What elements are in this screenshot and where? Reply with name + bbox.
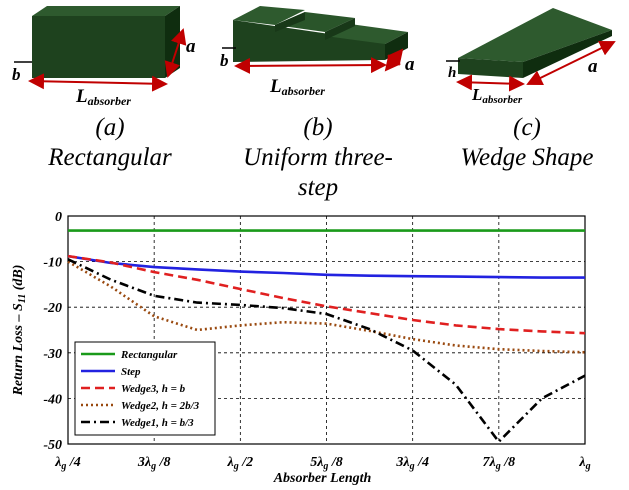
- block-front-face: [233, 20, 385, 62]
- series-line-wedge2-h-2b-3: [67, 260, 586, 354]
- height-label: b: [220, 51, 229, 70]
- caption-a-letter: (a): [95, 114, 125, 141]
- x-tick-label: λg /4: [54, 455, 81, 472]
- y-tick-label: -30: [43, 347, 62, 362]
- plot-area: [67, 215, 586, 445]
- caption-b: (b) Uniform three- step: [218, 113, 418, 203]
- length-symbol: L: [269, 76, 282, 97]
- caption-a-name: Rectangular: [48, 144, 172, 171]
- length-arrow: [234, 57, 387, 74]
- wedge-absorber-illustration: h a Labsorber: [446, 8, 616, 106]
- width-label: a: [588, 56, 598, 77]
- series-line-wedge1-h-b-3: [67, 258, 586, 444]
- width-arrow: [384, 48, 404, 72]
- y-tick-label: -50: [43, 438, 62, 453]
- legend-label: Rectangular: [120, 349, 178, 361]
- x-tick-label: 5λg /8: [310, 455, 343, 472]
- caption-b-name: Uniform three-: [243, 144, 393, 171]
- step-1-top: [233, 6, 305, 25]
- caption-a: (a) Rectangular: [15, 113, 205, 173]
- x-axis-label: Absorber Length: [273, 471, 372, 486]
- block-side-face: [165, 6, 180, 78]
- x-tick-label: 3λg /8: [137, 455, 171, 472]
- absorber-illustrations: b a Labsorber b a Labsorber: [12, 6, 616, 108]
- wedge-top-face: [458, 8, 612, 62]
- length-subscript: absorber: [482, 94, 522, 106]
- x-tick-label: λg: [578, 455, 590, 472]
- legend-label: Wedge3, h = b: [121, 383, 186, 395]
- series-line-wedge3-h-b: [67, 254, 586, 335]
- width-label: a: [405, 54, 415, 75]
- width-label: a: [186, 36, 196, 57]
- block-top-face: [32, 6, 180, 16]
- x-tick-label: 3λg /4: [395, 455, 429, 472]
- length-symbol: L: [75, 86, 88, 107]
- step-absorber-illustration: b a Labsorber: [220, 6, 415, 98]
- rectangular-absorber-illustration: b a Labsorber: [12, 6, 196, 108]
- length-label: Labsorber: [471, 85, 523, 106]
- y-tick-label: -40: [43, 392, 62, 407]
- width-arrow: [526, 40, 616, 86]
- legend-box: [74, 341, 216, 436]
- caption-c-letter: (c): [513, 114, 541, 141]
- legend-label: Wedge1, h = b/3: [121, 417, 194, 429]
- length-arrow: [28, 73, 168, 92]
- width-arrow: [164, 28, 187, 78]
- y-tick-label: 0: [55, 210, 62, 225]
- caption-b-name-continued: step: [297, 174, 339, 201]
- length-label: Labsorber: [75, 86, 131, 108]
- wedge-front-face: [458, 58, 523, 78]
- height-label: b: [12, 65, 21, 84]
- height-label: h: [448, 65, 456, 81]
- caption-b-letter: (b): [303, 114, 333, 141]
- legend-label: Wedge2, h = 2b/3: [121, 400, 200, 412]
- length-subscript: absorber: [282, 84, 326, 98]
- y-tick-label: -10: [43, 256, 62, 271]
- legend-label: Step: [121, 366, 141, 378]
- length-symbol: L: [471, 85, 482, 104]
- caption-c: (c) Wedge Shape: [432, 113, 622, 173]
- length-label: Labsorber: [269, 76, 325, 98]
- y-axis-label: Return Loss – S11 (dB): [11, 265, 28, 397]
- length-subscript: absorber: [88, 94, 132, 108]
- x-tick-label: 7λg /8: [483, 455, 516, 472]
- x-tick-label: λg /2: [227, 455, 254, 472]
- step-riser-1: [275, 12, 305, 32]
- block-front-face: [32, 16, 165, 78]
- caption-c-name: Wedge Shape: [460, 144, 594, 171]
- series-line-step: [67, 254, 585, 279]
- step-riser-2: [325, 18, 355, 40]
- y-tick-label: -20: [43, 301, 62, 316]
- length-arrow: [456, 74, 525, 92]
